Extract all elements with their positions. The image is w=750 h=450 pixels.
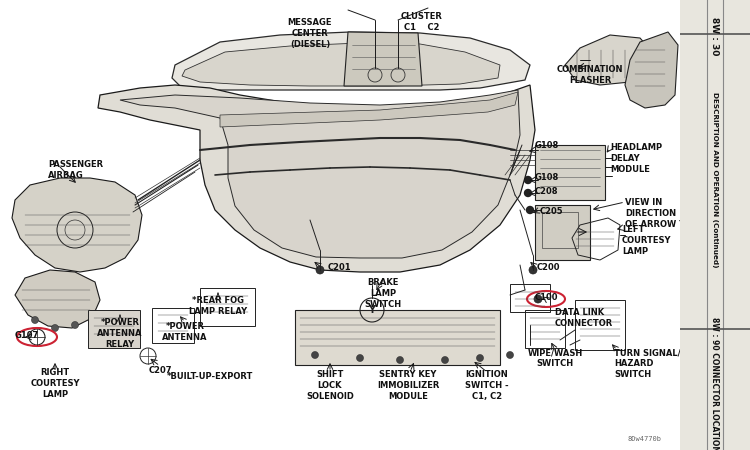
Text: SHIFT
LOCK
SOLENOID: SHIFT LOCK SOLENOID	[306, 370, 354, 401]
FancyBboxPatch shape	[535, 205, 590, 260]
Text: C200: C200	[537, 264, 560, 273]
Text: G107: G107	[15, 332, 39, 341]
Text: *REAR FOG
LAMP RELAY: *REAR FOG LAMP RELAY	[189, 296, 247, 316]
Circle shape	[442, 356, 448, 364]
Circle shape	[524, 189, 532, 197]
Text: C207: C207	[148, 366, 172, 375]
Circle shape	[397, 356, 404, 364]
Circle shape	[71, 321, 79, 328]
Text: IGNITION
SWITCH -
C1, C2: IGNITION SWITCH - C1, C2	[465, 370, 509, 401]
Text: 8Dw4770b: 8Dw4770b	[628, 436, 662, 442]
FancyBboxPatch shape	[295, 310, 500, 365]
Text: DATA LINK
CONNECTOR: DATA LINK CONNECTOR	[555, 308, 614, 328]
Text: WIPE/WASH
SWITCH: WIPE/WASH SWITCH	[527, 348, 583, 368]
Text: 8W : 90 CONNECTOR LOCATIONS: 8W : 90 CONNECTOR LOCATIONS	[710, 317, 719, 450]
Text: LEFT
COURTESY
LAMP: LEFT COURTESY LAMP	[622, 225, 671, 256]
Text: *POWER
ANTENNA: *POWER ANTENNA	[162, 322, 208, 342]
FancyBboxPatch shape	[535, 145, 605, 200]
Circle shape	[524, 176, 532, 184]
Text: VIEW IN
DIRECTION
OF ARROW Y: VIEW IN DIRECTION OF ARROW Y	[625, 198, 686, 229]
Text: C201: C201	[328, 264, 352, 273]
Text: *POWER
ANTENNA
RELAY: *POWER ANTENNA RELAY	[98, 318, 142, 349]
Text: COMBINATION
FLASHER: COMBINATION FLASHER	[556, 65, 623, 85]
Text: CLUSTER
C1    C2: CLUSTER C1 C2	[401, 12, 443, 32]
Polygon shape	[120, 90, 520, 258]
Text: MESSAGE
CENTER
(DIESEL): MESSAGE CENTER (DIESEL)	[288, 18, 332, 49]
Text: C100: C100	[535, 293, 559, 302]
Circle shape	[52, 324, 58, 332]
Polygon shape	[172, 32, 530, 90]
Text: G108: G108	[535, 140, 560, 149]
Circle shape	[316, 266, 324, 274]
Circle shape	[311, 351, 319, 359]
Circle shape	[524, 147, 532, 153]
Text: PASSENGER
AIRBAG: PASSENGER AIRBAG	[48, 160, 103, 180]
Circle shape	[529, 266, 537, 274]
Text: HEADLAMP
DELAY
MODULE: HEADLAMP DELAY MODULE	[610, 143, 662, 174]
Text: C205: C205	[540, 207, 564, 216]
Polygon shape	[15, 270, 100, 328]
Polygon shape	[12, 178, 142, 272]
Text: RIGHT
COURTESY
LAMP: RIGHT COURTESY LAMP	[30, 368, 80, 399]
Circle shape	[476, 355, 484, 361]
Polygon shape	[182, 43, 500, 86]
Polygon shape	[625, 32, 678, 108]
Text: G108: G108	[535, 174, 560, 183]
Polygon shape	[344, 32, 422, 86]
Text: *BUILT-UP-EXPORT: *BUILT-UP-EXPORT	[166, 372, 254, 381]
Polygon shape	[98, 85, 535, 272]
Circle shape	[356, 355, 364, 361]
Text: BRAKE
LAMP
SWITCH: BRAKE LAMP SWITCH	[364, 278, 401, 309]
Text: 8W : 30: 8W : 30	[710, 17, 719, 55]
Text: Y: Y	[368, 305, 376, 315]
Text: TURN SIGNAL/
HAZARD
SWITCH: TURN SIGNAL/ HAZARD SWITCH	[614, 348, 681, 379]
Circle shape	[32, 316, 38, 324]
Text: C208: C208	[535, 188, 559, 197]
Polygon shape	[565, 35, 655, 85]
FancyBboxPatch shape	[88, 310, 140, 348]
Circle shape	[534, 295, 542, 303]
Polygon shape	[220, 92, 518, 127]
Text: SENTRY KEY
IMMOBILIZER
MODULE: SENTRY KEY IMMOBILIZER MODULE	[376, 370, 440, 401]
Circle shape	[506, 351, 514, 359]
Text: DESCRIPTION AND OPERATION (Continued): DESCRIPTION AND OPERATION (Continued)	[712, 92, 718, 268]
Circle shape	[526, 207, 533, 213]
